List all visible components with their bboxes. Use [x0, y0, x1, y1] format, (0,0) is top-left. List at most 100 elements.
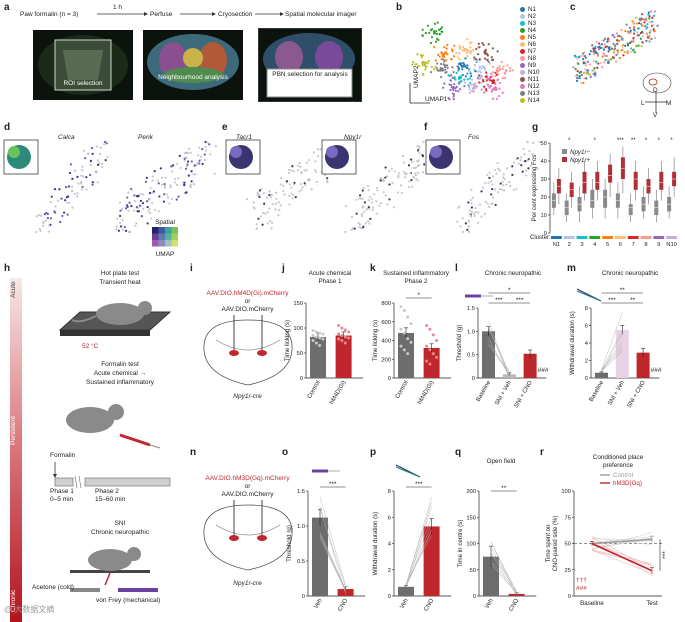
spatial-expression-maps — [3, 139, 541, 247]
expression-cell — [468, 213, 471, 216]
legend-label: N7 — [528, 48, 537, 55]
expression-cell — [408, 180, 411, 183]
legend-dot — [520, 14, 525, 19]
pbn-cell — [606, 38, 610, 41]
expression-cell — [263, 202, 266, 205]
pbn-cell — [633, 25, 636, 29]
expression-cell — [397, 176, 400, 179]
chart-p-category-label: Veh — [399, 598, 409, 610]
pbn-cell — [601, 46, 605, 50]
pbn-cell — [592, 59, 595, 63]
expression-cell — [503, 178, 506, 181]
expression-cell — [135, 194, 139, 198]
chart-j-title: Acute chemical — [309, 270, 352, 277]
umap-point — [483, 50, 486, 53]
expression-cell — [152, 190, 156, 193]
expression-cell — [298, 161, 301, 165]
umap-point — [480, 67, 484, 70]
r-individual-line — [591, 550, 653, 566]
umap-legend-item: N4 — [520, 27, 560, 34]
g-category-label: N1 — [553, 242, 560, 248]
expression-cell — [313, 168, 317, 172]
expression-cell — [393, 170, 396, 173]
umap-point — [477, 81, 481, 84]
umap-point — [498, 81, 501, 85]
expression-cell — [367, 206, 370, 209]
umap-point — [459, 47, 462, 51]
pbn-cell — [578, 77, 581, 80]
umap-point — [470, 75, 473, 78]
umap-point — [466, 38, 469, 41]
pbn-cell — [638, 18, 641, 21]
expression-cell — [264, 212, 267, 215]
expression-cell — [461, 217, 464, 220]
pbn-cell — [581, 54, 584, 57]
chart-m-bar — [595, 372, 608, 378]
pbn-cell — [637, 22, 641, 25]
expression-cell — [312, 151, 315, 154]
pbn-cell — [602, 52, 605, 55]
umap-point — [459, 77, 462, 80]
legend-swatch — [165, 227, 172, 234]
expression-cell — [138, 204, 141, 207]
umap-point — [449, 79, 452, 82]
g-significance: * — [670, 138, 673, 144]
umap-point — [478, 74, 481, 77]
umap-point — [488, 86, 491, 89]
pbn-cell — [582, 71, 586, 74]
chart-m-category-label: SNI + Veh — [607, 380, 626, 407]
chart-l-title: Chronic neuropathic — [485, 270, 541, 277]
umap-point — [469, 50, 472, 53]
neighbourhood-image — [143, 30, 243, 100]
expression-cell — [253, 207, 256, 210]
expression-cell — [274, 208, 277, 211]
chart-k-point — [425, 359, 429, 363]
expression-cell — [486, 202, 489, 205]
chart-q-paired-line — [490, 551, 517, 591]
legend-swatch — [158, 227, 165, 234]
expression-cell — [279, 204, 282, 207]
expression-cell — [82, 175, 85, 178]
expression-cell — [359, 197, 363, 200]
expression-cell — [187, 174, 190, 177]
expression-cell — [382, 191, 385, 194]
pbn-cell — [640, 45, 643, 48]
umap-point — [450, 83, 453, 87]
hotplate-title: Hot plate test — [100, 270, 140, 277]
legend-label: N6 — [528, 41, 537, 48]
expression-cell — [375, 200, 378, 203]
expression-cell — [502, 176, 505, 179]
virus-mcherry-n: AAV.DIO.mCherry — [221, 491, 274, 498]
expression-cell — [73, 192, 76, 196]
expression-cell — [98, 152, 102, 156]
umap-point — [461, 68, 464, 71]
pbn-cell — [593, 66, 596, 70]
mouse-line-n: Npy1r-cre — [233, 580, 262, 587]
expression-cell — [255, 227, 259, 230]
hotplate-temp: 52 °C — [82, 343, 99, 350]
chart-k-ylabel: Time licking (s) — [372, 320, 379, 361]
legend-dot — [520, 7, 525, 12]
chart-l-paired-line — [488, 345, 510, 372]
umap-point — [434, 40, 438, 43]
chart-p-paired-line — [405, 517, 432, 585]
expression-cell — [175, 162, 179, 166]
compass-d: D — [653, 87, 658, 94]
expression-cell — [307, 158, 310, 162]
gene-npy1r: Npy1r — [344, 134, 362, 141]
expression-cell — [123, 225, 126, 229]
expression-cell — [326, 181, 329, 184]
pbn-cell — [635, 44, 638, 47]
expression-cell — [484, 200, 487, 203]
expression-cell — [471, 196, 474, 199]
umap-point — [426, 24, 429, 27]
chart-j-point — [321, 332, 325, 336]
expression-cell — [76, 192, 79, 195]
gene-calca: Calca — [58, 134, 75, 141]
expression-cell — [186, 160, 190, 163]
chart-k-point — [399, 327, 403, 331]
pbn-cell — [594, 74, 597, 77]
expression-cell — [308, 179, 311, 182]
pbn-cell — [587, 69, 590, 72]
expression-cell — [137, 210, 141, 213]
